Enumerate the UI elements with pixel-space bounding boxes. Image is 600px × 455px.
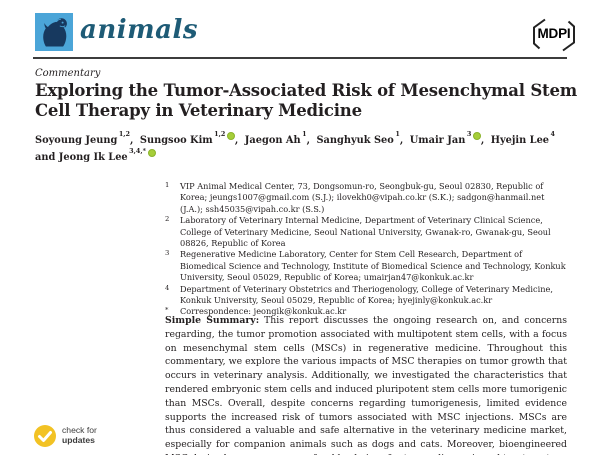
article-type-label: Commentary <box>35 68 101 79</box>
badge-line2: updates <box>62 435 95 445</box>
orcid-icon[interactable] <box>472 132 481 141</box>
journal-name[interactable]: animals <box>80 15 198 45</box>
affiliation-text: Laboratory of Veterinary Internal Medici… <box>180 215 551 249</box>
affiliation-marker: 1 <box>165 181 170 189</box>
simple-summary-text: This report discusses the ongoing resear… <box>165 315 567 455</box>
journal-logo[interactable] <box>35 13 73 51</box>
author-affil-sup: 1,2 <box>214 129 226 138</box>
affiliation-text: Regenerative Medicine Laboratory, Center… <box>180 249 566 283</box>
affiliation-marker: 3 <box>165 249 170 258</box>
author-affil-sup: 3 <box>466 129 472 138</box>
author-affil-sup: 3,4,* <box>129 146 147 155</box>
badge-line1: check for <box>62 425 97 436</box>
correspondence-item: * Correspondence: jeongik@konkuk.ac.kr <box>165 306 567 317</box>
author-affil-sup: 1 <box>395 129 400 138</box>
author: Sungsoo Kim1,2, <box>139 129 239 147</box>
affiliation-item: 3 Regenerative Medicine Laboratory, Cent… <box>165 249 567 283</box>
affiliation-list: 1 VIP Animal Medical Center, 73, Dongsom… <box>165 181 567 318</box>
header-divider <box>33 57 567 59</box>
check-for-updates-badge[interactable]: check for updates <box>33 424 97 448</box>
mdpi-hexagon-icon <box>533 18 575 52</box>
simple-summary: Simple Summary: This report discusses th… <box>165 314 567 455</box>
affiliation-marker: 2 <box>165 215 170 224</box>
simple-summary-label: Simple Summary: <box>165 315 260 326</box>
correspondence-marker: * <box>165 306 169 315</box>
affiliation-item: 1 VIP Animal Medical Center, 73, Dongsom… <box>165 181 567 215</box>
affiliation-item: 4 Department of Veterinary Obstetrics an… <box>165 284 567 307</box>
author-affil-sup: 1,2 <box>118 129 131 138</box>
article-title: Exploring the Tumor-Associated Risk of M… <box>35 81 578 120</box>
affiliation-item: 2 Laboratory of Veterinary Internal Medi… <box>165 215 567 249</box>
author: Jaegon Ah1, <box>244 129 311 147</box>
affiliation-text: VIP Animal Medical Center, 73, Dongsomun… <box>180 181 545 214</box>
affiliation-marker: 4 <box>165 283 170 292</box>
orcid-icon[interactable] <box>147 149 156 158</box>
author-affil-sup: 4 <box>550 129 556 138</box>
author: Hyejin Lee4 <box>490 129 556 147</box>
author: Sanghyuk Seo1, <box>316 129 404 147</box>
correspondence-text: Correspondence: jeongik@konkuk.ac.kr <box>180 306 347 317</box>
author-affil-sup: 1 <box>302 129 307 138</box>
publisher-logo[interactable]: MDPI <box>531 18 577 52</box>
affiliation-text: Department of Veterinary Obstetrics and … <box>180 283 553 306</box>
publisher-wordmark: MDPI <box>537 26 571 41</box>
gorilla-icon <box>35 13 73 51</box>
badge-text: check for updates <box>62 426 97 445</box>
author: and Jeong Ik Lee3,4,* <box>35 147 156 163</box>
checkmark-icon <box>34 425 56 447</box>
author-list: Soyoung Jeung1,2, Sungsoo Kim1,2, Jaegon… <box>35 129 575 165</box>
orcid-icon[interactable] <box>226 132 235 141</box>
author: Umair Jan3, <box>409 129 485 147</box>
author: Soyoung Jeung1,2, <box>35 129 134 147</box>
